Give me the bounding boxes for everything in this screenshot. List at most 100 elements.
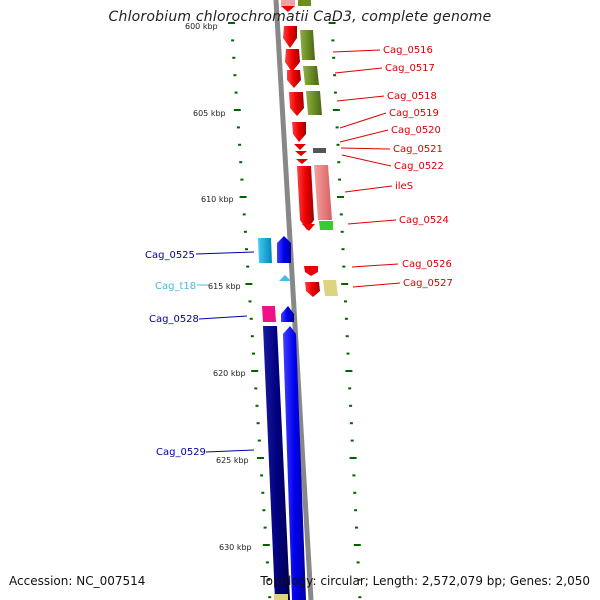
outer-tick [357, 578, 361, 581]
trna-arrow-cag-t18[interactable] [279, 275, 291, 281]
outer-tick [358, 596, 362, 599]
gene-arrow-cag-0518[interactable] [287, 70, 301, 88]
inner-tick [263, 526, 267, 529]
outer-tick [336, 143, 340, 146]
cds-bar-cag-0521[interactable] [313, 148, 326, 153]
gene-arrow-iles[interactable] [297, 166, 314, 230]
gene-label-cag-0519[interactable]: Cag_0519 [389, 108, 439, 119]
scale-label-610: 610 kbp [201, 195, 234, 204]
inner-tick [252, 352, 255, 355]
outer-tick [340, 230, 344, 233]
cds-bar-cag-0527[interactable] [323, 280, 338, 296]
inner-tick [254, 387, 258, 390]
gene-arrow-cag-0516[interactable] [283, 26, 297, 48]
inner-tick [265, 561, 269, 564]
gene-arrow-cag-0517[interactable] [285, 49, 300, 72]
outer-tick [331, 39, 335, 42]
gene-label-cag-0521[interactable]: Cag_0521 [393, 144, 443, 155]
cds-bar-cag-0528[interactable] [262, 306, 276, 322]
gene-arrow-cag-0521[interactable] [294, 144, 306, 150]
gene-arrow-cag-0520[interactable] [292, 122, 306, 142]
gene-label-iles[interactable]: ileS [395, 181, 413, 192]
gene-label-cag-0525[interactable]: Cag_0525 [145, 250, 195, 261]
cds-bar-cag-0517[interactable] [303, 66, 319, 85]
outer-tick [349, 404, 353, 407]
inner-tick [257, 439, 261, 442]
gene-arrow-cag-0522[interactable] [295, 151, 307, 156]
inner-tick [262, 544, 270, 546]
forward-strand-genes [277, 236, 306, 600]
inner-tick [238, 143, 242, 146]
inner-tick [233, 109, 241, 111]
inner-tick [260, 474, 264, 477]
inner-cds-bars [258, 238, 290, 600]
reverse-strand-genes [283, 26, 320, 297]
summary-text: Topology: circular; Length: 2,572,079 bp… [260, 574, 590, 588]
cds-bar-cag-0524[interactable] [319, 221, 333, 230]
scale-label-615: 615 kbp [208, 282, 241, 291]
gene-label-cag-0517[interactable]: Cag_0517 [385, 63, 435, 74]
outer-tick [354, 509, 358, 512]
outer-tick [333, 74, 337, 77]
outer-tick [345, 335, 349, 338]
gene-label-cag-0529[interactable]: Cag_0529 [156, 447, 206, 458]
gene-label-cag-0528[interactable]: Cag_0528 [149, 314, 199, 325]
gene-arrow-cag-0529[interactable] [283, 326, 306, 600]
gene-label-cag-t18[interactable]: Cag_t18 [155, 281, 196, 292]
inner-tick [243, 230, 247, 233]
gene-label-cag-0526[interactable]: Cag_0526 [402, 259, 452, 270]
gene-fragment-top-arrow [281, 6, 295, 12]
accession-text: Accession: NC_007514 [9, 574, 146, 588]
gene-arrow-cag-0524-strand[interactable] [302, 224, 315, 231]
scale-label-600: 600 kbp [185, 22, 218, 31]
outer-tick [350, 439, 354, 442]
inner-tick [232, 56, 236, 59]
gene-arrow-cag-0522b[interactable] [296, 159, 308, 164]
right-gene-labels: Cag_0516 Cag_0517 Cag_0518 Cag_0519 Cag_… [383, 45, 453, 289]
outer-tick [332, 56, 336, 59]
cds-bar-cag-0529[interactable] [263, 326, 290, 600]
gene-label-cag-0518[interactable]: Cag_0518 [387, 91, 437, 102]
outer-tick [338, 178, 342, 181]
gene-arrow-cag-0527[interactable] [305, 282, 320, 297]
outer-tick [337, 196, 344, 198]
outer-tick [355, 526, 358, 529]
cds-bar-cag-0516[interactable] [300, 30, 315, 60]
scale-labels: 600 kbp 605 kbp 610 kbp 615 kbp 620 kbp … [185, 22, 252, 552]
inner-tick [256, 422, 260, 425]
inner-tick [255, 404, 259, 407]
cds-bar-cag-0518[interactable] [306, 91, 322, 115]
inner-tick [228, 22, 235, 24]
gene-label-cag-0520[interactable]: Cag_0520 [391, 125, 441, 136]
gene-fragment-top-olive [298, 0, 311, 6]
inner-tick [236, 126, 240, 129]
inner-tick [262, 509, 266, 512]
outer-tick [333, 91, 337, 94]
inner-tick [245, 283, 253, 285]
outer-tick [328, 22, 336, 24]
gene-label-cag-0527[interactable]: Cag_0527 [403, 278, 453, 289]
cds-bar-iles[interactable] [314, 165, 332, 220]
inner-tick [261, 491, 265, 494]
outer-tick-marks [328, 22, 362, 599]
gene-arrow-cag-0528[interactable] [281, 306, 294, 322]
gene-arrow-cag-0526[interactable] [304, 266, 318, 276]
inner-tick [267, 578, 271, 581]
inner-tick [257, 457, 264, 459]
gene-arrow-cag-0519[interactable] [289, 92, 304, 116]
cds-bar-cag-0525[interactable] [258, 238, 272, 263]
right-label-connectors [332, 49, 401, 288]
gene-arrow-cag-0525[interactable] [277, 236, 291, 263]
gene-label-cag-0522[interactable]: Cag_0522 [394, 161, 444, 172]
gene-label-cag-0516[interactable]: Cag_0516 [383, 45, 433, 56]
inner-tick [249, 317, 253, 320]
inner-tick [248, 300, 252, 303]
outer-tick [332, 109, 340, 111]
outer-tick [339, 213, 343, 216]
outer-tick [335, 126, 339, 129]
gene-fragment-top [281, 0, 295, 6]
inner-tick [268, 596, 272, 599]
gene-label-cag-0524[interactable]: Cag_0524 [399, 215, 449, 226]
outer-tick [353, 491, 357, 494]
